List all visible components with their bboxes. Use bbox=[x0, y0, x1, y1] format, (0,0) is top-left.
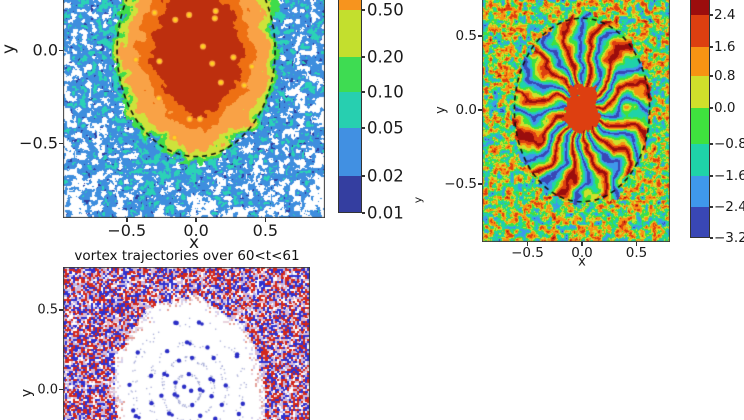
colorbar-segment bbox=[691, 15, 709, 47]
colorbar-segment bbox=[691, 207, 709, 237]
colorbar-tick-mark bbox=[362, 56, 365, 58]
colorbar-tick-label: −2.4 bbox=[714, 199, 744, 215]
density-xlabel: x bbox=[188, 233, 200, 253]
phase-xlabel: x bbox=[578, 254, 586, 270]
colorbar-tick-label: 1.6 bbox=[714, 39, 736, 55]
x-tick-mark bbox=[264, 218, 267, 222]
density-heatmap-image bbox=[63, 0, 325, 218]
colorbar-tick-mark bbox=[710, 237, 713, 239]
y-tick-mark bbox=[478, 35, 482, 37]
colorbar-tick-mark bbox=[362, 212, 365, 214]
y-tick-mark bbox=[59, 388, 63, 391]
colorbar-tick-label: 0.10 bbox=[367, 82, 404, 102]
colorbar-tick-mark bbox=[710, 107, 713, 109]
colorbar-tick-label: 0.05 bbox=[367, 118, 404, 138]
x-tick-mark bbox=[126, 218, 128, 222]
colorbar-segment bbox=[691, 47, 709, 76]
y-tick-mark bbox=[59, 142, 63, 145]
colorbar-segment bbox=[339, 10, 361, 57]
x-tick-mark bbox=[635, 242, 638, 246]
trajectories-plot-image bbox=[63, 267, 310, 420]
y-tick-label: 0.5 bbox=[455, 27, 477, 44]
x-tick-label: 0.0 bbox=[183, 221, 209, 240]
colorbar-segment bbox=[339, 176, 361, 212]
x-tick-label: −0.5 bbox=[511, 245, 544, 261]
colorbar-tick-label: 2.4 bbox=[714, 7, 736, 23]
phase-ylabel: y bbox=[433, 106, 449, 114]
y-tick-label: −0.5 bbox=[444, 175, 477, 192]
colorbar-segment bbox=[339, 92, 361, 128]
density-colorbar bbox=[338, 0, 362, 213]
colorbar-segment bbox=[691, 76, 709, 108]
trajectories-title: vortex trajectories over 60<t<61 bbox=[74, 248, 300, 264]
colorbar-tick-mark bbox=[710, 175, 713, 177]
y-tick-label: 0.0 bbox=[37, 382, 58, 398]
y-tick-mark bbox=[478, 109, 482, 111]
x-tick-label: 0.5 bbox=[252, 221, 279, 240]
x-tick-label: 0.5 bbox=[625, 245, 648, 261]
trajectories-ylabel: y bbox=[19, 388, 35, 398]
colorbar-segment bbox=[339, 57, 361, 92]
colorbar-segment bbox=[339, 0, 361, 10]
x-tick-mark bbox=[195, 218, 197, 222]
stray-ylabel: y bbox=[411, 196, 425, 204]
colorbar-tick-label: 0.50 bbox=[367, 0, 404, 20]
phase-heatmap-image bbox=[482, 0, 670, 242]
colorbar-tick-mark bbox=[710, 46, 713, 48]
colorbar-tick-label: 0.01 bbox=[367, 203, 404, 223]
x-tick-mark bbox=[581, 242, 583, 246]
colorbar-tick-mark bbox=[362, 91, 365, 93]
y-tick-label: 0.0 bbox=[32, 40, 58, 60]
colorbar-tick-mark bbox=[710, 14, 713, 16]
colorbar-tick-label: −0.8 bbox=[714, 136, 744, 152]
colorbar-tick-label: 0.20 bbox=[367, 47, 404, 67]
colorbar-tick-mark bbox=[710, 143, 713, 145]
colorbar-segment bbox=[691, 176, 709, 207]
colorbar-tick-mark bbox=[710, 206, 713, 208]
colorbar-tick-label: 0.02 bbox=[367, 166, 404, 186]
y-tick-mark bbox=[59, 309, 63, 311]
y-tick-label: 0.0 bbox=[455, 101, 477, 118]
y-tick-mark bbox=[478, 183, 482, 185]
colorbar-segment bbox=[691, 108, 709, 144]
phase-colorbar bbox=[690, 0, 710, 238]
colorbar-tick-label: −3.2 bbox=[714, 230, 744, 246]
colorbar-tick-label: −1.6 bbox=[714, 168, 744, 184]
colorbar-tick-label: 0.0 bbox=[714, 100, 736, 116]
colorbar-tick-mark bbox=[362, 9, 365, 11]
colorbar-tick-mark bbox=[710, 75, 713, 77]
y-tick-label: −0.5 bbox=[19, 133, 58, 153]
colorbar-tick-mark bbox=[362, 127, 365, 129]
y-tick-label: 0.5 bbox=[37, 302, 58, 318]
colorbar-tick-mark bbox=[362, 175, 365, 177]
colorbar-segment bbox=[691, 0, 709, 15]
y-tick-mark bbox=[59, 49, 63, 52]
colorbar-segment bbox=[339, 128, 361, 176]
x-tick-label: 0.0 bbox=[571, 245, 593, 261]
colorbar-segment bbox=[691, 144, 709, 176]
density-ylabel: y bbox=[0, 43, 19, 55]
x-tick-label: −0.5 bbox=[107, 221, 147, 240]
x-tick-mark bbox=[526, 242, 529, 246]
colorbar-tick-label: 0.8 bbox=[714, 68, 736, 84]
